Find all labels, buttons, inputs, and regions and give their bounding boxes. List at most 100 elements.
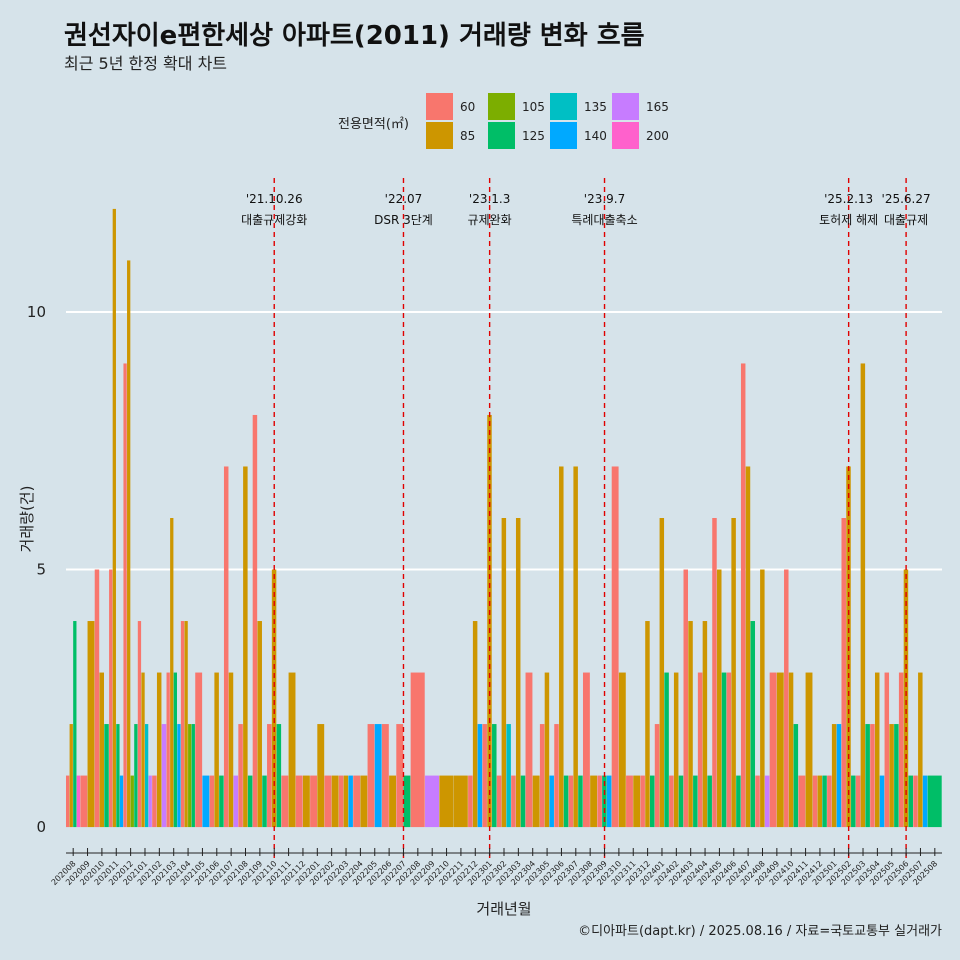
bar-202008-125 [73,621,77,828]
bar-202202-85 [331,775,339,828]
bar-202302-85 [501,518,507,828]
chart-title: 권선자이e편한세상 아파트(2011) 거래량 변화 흐름 [64,21,645,51]
legend-swatch-125 [488,122,515,149]
bar-202406-85 [731,518,736,828]
bar-202412-85 [817,775,823,828]
bar-202407-125 [750,621,756,828]
bar-202401-60 [654,724,660,828]
bar-202303-60 [511,775,516,828]
bar-202011-140 [119,775,124,828]
bar-202404-125 [707,775,712,828]
bar-202107-165 [233,775,239,828]
bar-202110-125 [276,724,282,828]
bar-202109-60 [252,414,258,828]
bar-202101-165 [148,775,152,828]
bar-202012-125 [134,724,138,828]
bar-202208-60 [410,672,425,828]
bar-202205-60 [367,724,375,828]
bar-202102-60 [152,775,157,828]
bar-202408-85 [760,569,765,828]
bar-202408-60 [755,775,760,828]
bar-202201-60 [310,775,318,828]
bar-202102-165 [161,724,167,828]
bar-202010-125 [104,724,109,828]
bar-202304-60 [525,672,533,828]
event-label-1: DSR 3단계 [374,213,433,227]
legend-label-140: 140 [584,129,607,143]
bar-202104-125 [191,724,195,828]
legend-swatch-105 [488,93,515,120]
bar-202011-60 [109,569,113,828]
legend: 전용면적(㎡) 60 85 105 125 135 140 165 200 [338,93,669,149]
bar-202505-60 [884,672,890,828]
bar-202203-140 [348,775,353,828]
event-label-4: 토허제 해제 [819,213,878,227]
bar-202303-85 [515,518,521,828]
event-date-0: '21.10.26 [246,192,303,206]
bar-202412-125 [822,775,827,828]
legend-swatch-200 [612,122,639,149]
bar-202501-85 [831,724,837,828]
bar-202504-85 [874,672,880,828]
bar-202210-85 [439,775,454,828]
bar-202103-125 [173,672,177,828]
bars [66,208,942,828]
bar-202311-60 [626,775,633,828]
bar-202211-85 [453,775,468,828]
bar-202209-165 [425,775,440,828]
bar-202405-85 [717,569,722,828]
bar-202410-85 [788,672,794,828]
bar-202202-60 [324,775,332,828]
bar-202008-60 [66,775,70,828]
bar-202312-60 [640,775,645,828]
bar-202407-85 [745,466,751,828]
bar-202305-85 [544,672,550,828]
bar-202507-140 [922,775,928,828]
event-date-3: '23.9.7 [584,192,625,206]
bar-202308-85 [590,775,598,828]
bar-202101-85 [141,672,145,828]
legend-label-165: 165 [646,100,669,114]
bar-202506-60 [898,672,904,828]
bar-202309-140 [606,775,612,828]
bar-202108-85 [243,466,248,828]
event-label-0: 대출규제강화 [241,213,307,227]
bar-202411-60 [798,775,806,828]
bar-202305-140 [549,775,554,828]
bar-202404-60 [697,672,703,828]
x-axis: 2020082020092020102020112020122021012021… [50,848,942,887]
event-date-1: '22.07 [385,192,423,206]
bar-202402-60 [669,775,674,828]
bar-202207-125 [403,775,411,828]
bar-202405-60 [712,518,717,828]
bar-202011-85 [112,208,116,828]
bar-202108-60 [238,724,243,828]
bar-202407-60 [740,363,746,828]
bar-202105-60 [195,672,203,828]
bar-202306-125 [563,775,569,828]
legend-swatch-165 [612,93,639,120]
legend-swatch-135 [550,93,577,120]
caption: ©디아파트(dapt.kr) / 2025.08.16 / 자료=국토교통부 실… [578,924,942,939]
legend-label-60: 60 [460,100,475,114]
bar-202107-85 [228,672,234,828]
bar-202312-125 [650,775,655,828]
bar-202505-125 [894,724,899,828]
bar-202401-85 [659,518,665,828]
bar-202406-125 [736,775,741,828]
bar-202506-85 [903,569,909,828]
bar-202008-85 [69,724,73,828]
bar-202303-125 [520,775,526,828]
legend-label-85: 85 [460,129,475,143]
bar-202504-140 [879,775,885,828]
y-axis-title: 거래량(건) [18,486,36,553]
bar-202405-125 [721,672,727,828]
legend-swatch-140 [550,122,577,149]
bar-202111-85 [288,672,296,828]
bar-202108-125 [247,775,253,828]
bar-202112-85 [302,775,310,828]
bar-202106-85 [214,672,219,828]
bar-202406-60 [726,672,732,828]
bar-202301-125 [492,724,497,828]
y-axis: 0 5 10 [27,303,46,836]
